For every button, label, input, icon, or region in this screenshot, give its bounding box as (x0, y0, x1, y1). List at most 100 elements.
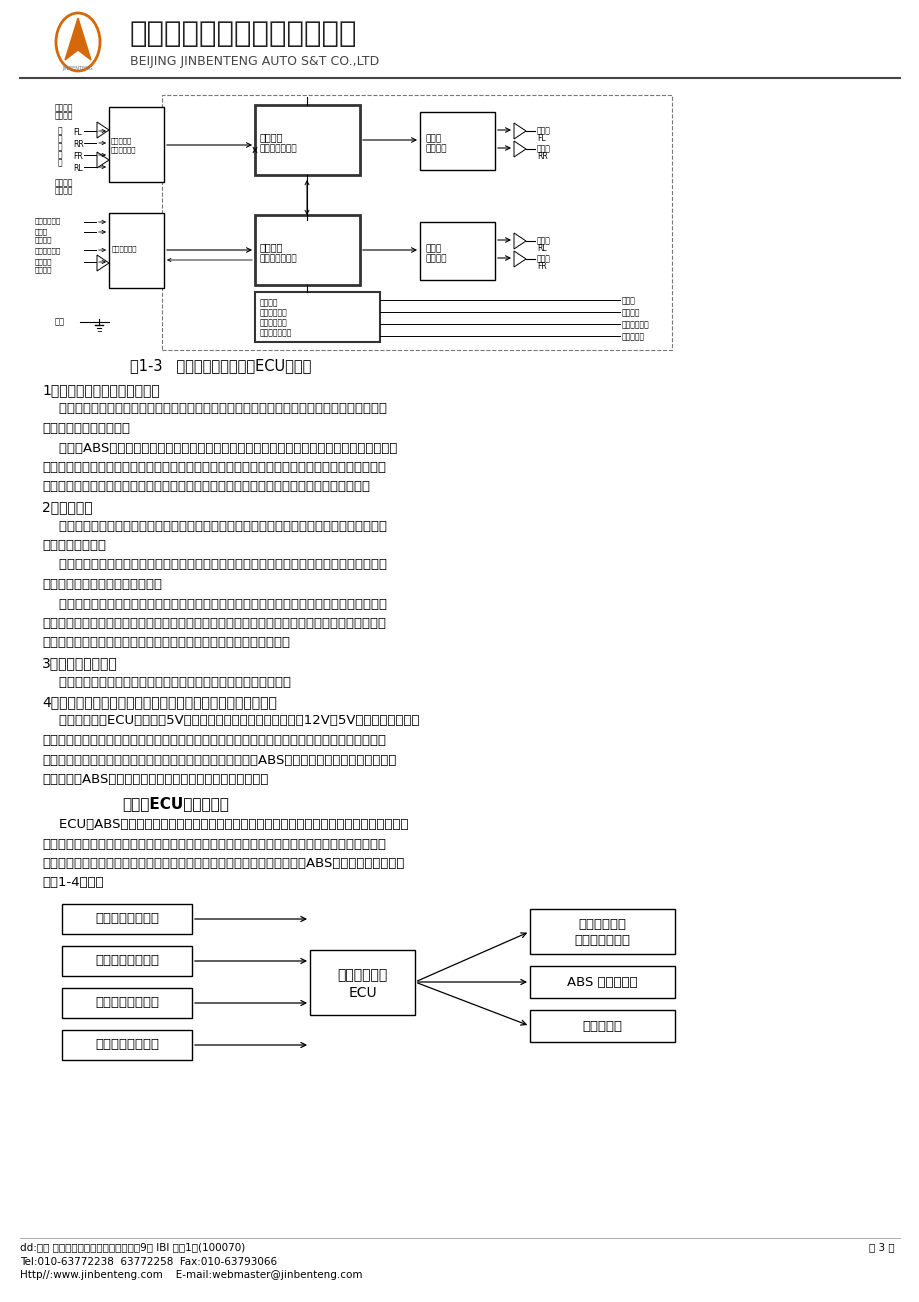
Text: （输出信: （输出信 (55, 103, 74, 112)
Text: 如图1-4所示。: 如图1-4所示。 (42, 876, 104, 889)
Bar (62, 947, 192, 976)
Text: 接受来自运算电路的减压、保证或增压信号，控制电磁阀的电流。: 接受来自运算电路的减压、保证或增压信号，控制电磁阀的电流。 (42, 676, 290, 689)
Text: 阀继电器: 阀继电器 (621, 309, 640, 316)
Text: 电动机: 电动机 (35, 228, 48, 234)
Bar (310, 949, 414, 1014)
Bar (255, 215, 359, 285)
Text: 安装在车轮上的传感器齿圈随着车轮旋转，轮速传感器便输出信号，车轮线速度运算电路接受: 安装在车轮上的传感器齿圈随着车轮旋转，轮速传感器便输出信号，车轮线速度运算电路接… (42, 559, 387, 572)
Text: 电磁阀: 电磁阀 (537, 145, 550, 154)
Polygon shape (514, 233, 526, 249)
Text: ABS 故障指示灯: ABS 故障指示灯 (567, 975, 637, 988)
Text: 左后轮速度传感器: 左后轮速度传感器 (95, 996, 159, 1009)
Text: 入放大电路也就要求有四个。当只在左右前轮和后轴差速器安装轮速传感器时，只需要三个，输入: 入放大电路也就要求有四个。当只在左右前轮和后轴差速器安装轮速传感器时，只需要三个… (42, 461, 386, 474)
Text: 右后轮速度传感器: 右后轮速度传感器 (95, 1039, 159, 1052)
Text: 阀继电器: 阀继电器 (35, 258, 52, 264)
Text: 北京金奔腾汽车科技有限公司: 北京金奔腾汽车科技有限公司 (130, 20, 357, 48)
Text: 电源: 电源 (55, 316, 65, 326)
Text: 电路组成的、不可分解修理的整体单元，电控单元的基本输入信号是四个轮上传感器送来的轮速信: 电路组成的、不可分解修理的整体单元，电控单元的基本输入信号是四个轮上传感器送来的… (42, 837, 386, 850)
Text: 器: 器 (58, 158, 62, 167)
Text: 感: 感 (58, 150, 62, 159)
Text: 围内，并对轮速传感器输入放大电路、运算电路和电磁阀控制电路的故障信号进行监视，控制着继: 围内，并对轮速传感器输入放大电路、运算电路和电磁阀控制电路的故障信号进行监视，控… (42, 734, 386, 747)
Text: 1、车速传感器的输入放大电路: 1、车速传感器的输入放大电路 (42, 383, 160, 397)
Text: 加减速度控制信号，对电磁阀控制电路输出减压、保压或增压的信号。: 加减速度控制信号，对电磁阀控制电路输出减压、保压或增压的信号。 (42, 637, 289, 650)
Text: 信号并计算出车轮的瞬时线速度。: 信号并计算出车轮的瞬时线速度。 (42, 578, 162, 591)
Text: Tel:010-63772238  63772258  Fax:010-63793066: Tel:010-63772238 63772258 Fax:010-637930… (20, 1256, 277, 1267)
Text: ECU是ABS系统的控制中心，它的本质是微型数字计算机，一般是由两个微处理器和其它必要: ECU是ABS系统的控制中心，它的本质是微型数字计算机，一般是由两个微处理器和其… (42, 818, 408, 831)
Polygon shape (514, 122, 526, 139)
Text: 在蓄电池供给ECU内部所用5V稳压电压的同时，上述电路监控着12V和5V电压是否在规定范: 在蓄电池供给ECU内部所用5V稳压电压的同时，上述电路监控着12V和5V电压是否… (42, 715, 419, 728)
Text: 左前轮速度传感器: 左前轮速度传感器 (95, 913, 159, 926)
Text: FR: FR (73, 152, 83, 161)
Text: 稳压电源: 稳压电源 (260, 298, 278, 307)
Text: 电磁阀: 电磁阀 (537, 126, 550, 135)
Text: 图1-3   四传感器四通道系统ECU模块图: 图1-3 四传感器四通道系统ECU模块图 (130, 358, 311, 372)
Text: 并整形后送往运算电路。: 并整形后送往运算电路。 (42, 422, 130, 435)
Text: （微型计算机）: （微型计算机） (260, 145, 298, 154)
Text: 右前轮速度传感器: 右前轮速度传感器 (95, 954, 159, 967)
Text: 3、电磁阀控制电路: 3、电磁阀控制电路 (42, 656, 118, 671)
Polygon shape (96, 152, 108, 168)
Text: RR: RR (537, 152, 547, 161)
Text: 控制回路: 控制回路 (425, 254, 447, 263)
Bar (62, 988, 192, 1018)
Text: RL: RL (73, 164, 83, 173)
Text: FL: FL (537, 134, 545, 143)
Text: 警报灯: 警报灯 (621, 296, 635, 305)
Polygon shape (96, 122, 108, 138)
Text: 号；输出信号是：给液压控制单元的控制信号、输出的自诊断信号和输出给ABS故障指示灯的信号，: 号；输出信号是：给液压控制单元的控制信号、输出的自诊断信号和输出给ABS故障指示… (42, 857, 404, 870)
Text: RL: RL (537, 243, 546, 253)
Text: 继电器电源: 继电器电源 (621, 332, 644, 341)
Text: 安装在各车轮上的车速传感器根据轮速输出交流信号，输入放大电路将交流信号放大成矩形波: 安装在各车轮上的车速传感器根据轮速输出交流信号，输入放大电路将交流信号放大成矩形… (42, 402, 387, 415)
Text: 电磁阀: 电磁阀 (537, 254, 550, 263)
Text: ECU: ECU (347, 986, 377, 1000)
Bar (62, 904, 192, 934)
Text: 不同的ABS系统中轮速传感器的数量是不一样的。每个车轮都装轮速传感器时，需要四个，输: 不同的ABS系统中轮速传感器的数量是不一样的。每个车轮都装轮速传感器时，需要四个… (42, 441, 397, 454)
Text: 仪表盘上的ABS警报灯变亮，让驾驶员知道有异常情况发生。: 仪表盘上的ABS警报灯变亮，让驾驶员知道有异常情况发生。 (42, 773, 268, 786)
Bar (420, 223, 494, 280)
Text: 监控线路: 监控线路 (35, 266, 52, 272)
Text: 监控线路: 监控线路 (35, 236, 52, 242)
Text: 控制回路: 控制回路 (425, 145, 447, 154)
Text: 4、稳压电源、电源监控电路、故障反馈电路和继电器驱动电路: 4、稳压电源、电源监控电路、故障反馈电路和继电器驱动电路 (42, 695, 277, 710)
Text: 外部通信线路: 外部通信线路 (35, 217, 62, 224)
Bar (162, 95, 671, 350)
Text: Http//:www.jinbenteng.com    E-mail:webmaster@jinbenteng.com: Http//:www.jinbenteng.com E-mail:webmast… (20, 1269, 362, 1280)
Text: JINBENTENG: JINBENTENG (62, 66, 93, 72)
Text: （液压调节器）: （液压调节器） (573, 934, 630, 947)
Bar (529, 1010, 675, 1042)
Bar (108, 107, 164, 182)
Text: FR: FR (537, 262, 546, 271)
Text: 初始速度、滑移率及加减速度运算电路把瞬间轮速加以积分，计算出初始速度，再把初始速度: 初始速度、滑移率及加减速度运算电路把瞬间轮速加以积分，计算出初始速度，再把初始速… (42, 598, 387, 611)
Text: 放大电路也就成了三个。但是，要把后轮的一个信号当作左、右轮的两个信号送往运算电路。: 放大电路也就成了三个。但是，要把后轮的一个信号当作左、右轮的两个信号送往运算电路… (42, 480, 369, 493)
Text: dd:中国 北京中关村科技园丰台区科兴路9号 IBI 大厦1层(100070): dd:中国 北京中关村科技园丰台区科兴路9号 IBI 大厦1层(100070) (20, 1242, 245, 1253)
Bar (420, 112, 494, 171)
Text: 电磁阀: 电磁阀 (425, 134, 442, 143)
Text: 数据储存回路: 数据储存回路 (260, 318, 288, 327)
Text: （输出信: （输出信 (55, 178, 74, 187)
Text: 第 3 页: 第 3 页 (868, 1242, 894, 1253)
Bar (529, 909, 675, 954)
Text: 电磁阀: 电磁阀 (425, 243, 442, 253)
Text: 继电器驱动回路: 继电器驱动回路 (260, 328, 292, 337)
Polygon shape (514, 141, 526, 158)
Bar (255, 105, 359, 174)
Text: 液压控制单元: 液压控制单元 (578, 918, 626, 931)
Text: 运算电路主要进行车轮线速度、初始速度、滑移率、加减速度的运算，以及电磁阀的开启控制: 运算电路主要进行车轮线速度、初始速度、滑移率、加减速度的运算，以及电磁阀的开启控… (42, 519, 387, 533)
Text: 动电动机和继动阀门。出现故障信号时，关闭继动阀门，停止ABS工作，返回常规制动状态，同时: 动电动机和继动阀门。出现故障信号时，关闭继动阀门，停止ABS工作，返回常规制动状… (42, 754, 396, 767)
Text: 输入增幅回路: 输入增幅回路 (111, 146, 136, 152)
Text: 电磁阀: 电磁阀 (537, 236, 550, 245)
Text: 轮: 轮 (58, 126, 62, 135)
Text: 传: 传 (58, 142, 62, 151)
Bar (529, 966, 675, 999)
Bar (108, 214, 164, 288)
Text: （二）ECU的工作原理: （二）ECU的工作原理 (122, 797, 229, 811)
Text: 电动机继电器: 电动机继电器 (621, 320, 649, 329)
Text: 输入输出回路: 输入输出回路 (112, 245, 137, 251)
Text: 运算回路: 运算回路 (260, 132, 283, 142)
Polygon shape (514, 251, 526, 267)
Text: 运算和监控运算。: 运算和监控运算。 (42, 539, 106, 552)
Text: 2、运算电路: 2、运算电路 (42, 500, 93, 514)
Text: 轮速传感器: 轮速传感器 (111, 137, 132, 143)
Text: 电源监控回路: 电源监控回路 (260, 309, 288, 316)
Text: 号线路）: 号线路） (55, 186, 74, 195)
